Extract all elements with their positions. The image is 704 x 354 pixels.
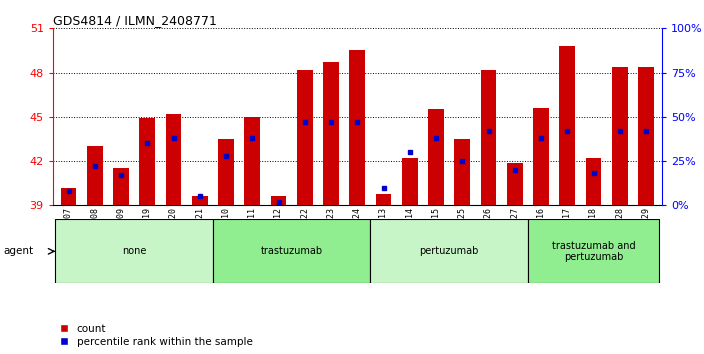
Bar — [61, 188, 77, 205]
Bar — [218, 139, 234, 205]
Bar — [481, 70, 496, 205]
Text: GDS4814 / ILMN_2408771: GDS4814 / ILMN_2408771 — [53, 14, 217, 27]
Text: trastuzumab and
pertuzumab: trastuzumab and pertuzumab — [552, 240, 635, 262]
Bar — [113, 169, 129, 205]
Bar — [56, 219, 213, 283]
Bar — [402, 158, 417, 205]
Bar — [638, 67, 654, 205]
Bar — [454, 139, 470, 205]
Bar — [560, 46, 575, 205]
Bar — [370, 219, 528, 283]
Bar — [586, 158, 601, 205]
Bar — [213, 219, 370, 283]
Bar — [428, 109, 444, 205]
Bar — [349, 51, 365, 205]
Bar — [297, 70, 313, 205]
Text: trastuzumab: trastuzumab — [260, 246, 322, 256]
Bar — [165, 114, 182, 205]
Bar — [270, 196, 287, 205]
Bar — [323, 62, 339, 205]
Bar — [528, 219, 659, 283]
Text: pertuzumab: pertuzumab — [420, 246, 479, 256]
Bar — [376, 194, 391, 205]
Bar — [533, 108, 549, 205]
Bar — [244, 117, 260, 205]
Bar — [507, 162, 522, 205]
Bar — [612, 67, 628, 205]
Bar — [87, 146, 103, 205]
Text: agent: agent — [4, 246, 34, 256]
Text: none: none — [122, 246, 146, 256]
Bar — [139, 118, 155, 205]
Legend: count, percentile rank within the sample: count, percentile rank within the sample — [58, 321, 255, 349]
Bar — [192, 196, 208, 205]
